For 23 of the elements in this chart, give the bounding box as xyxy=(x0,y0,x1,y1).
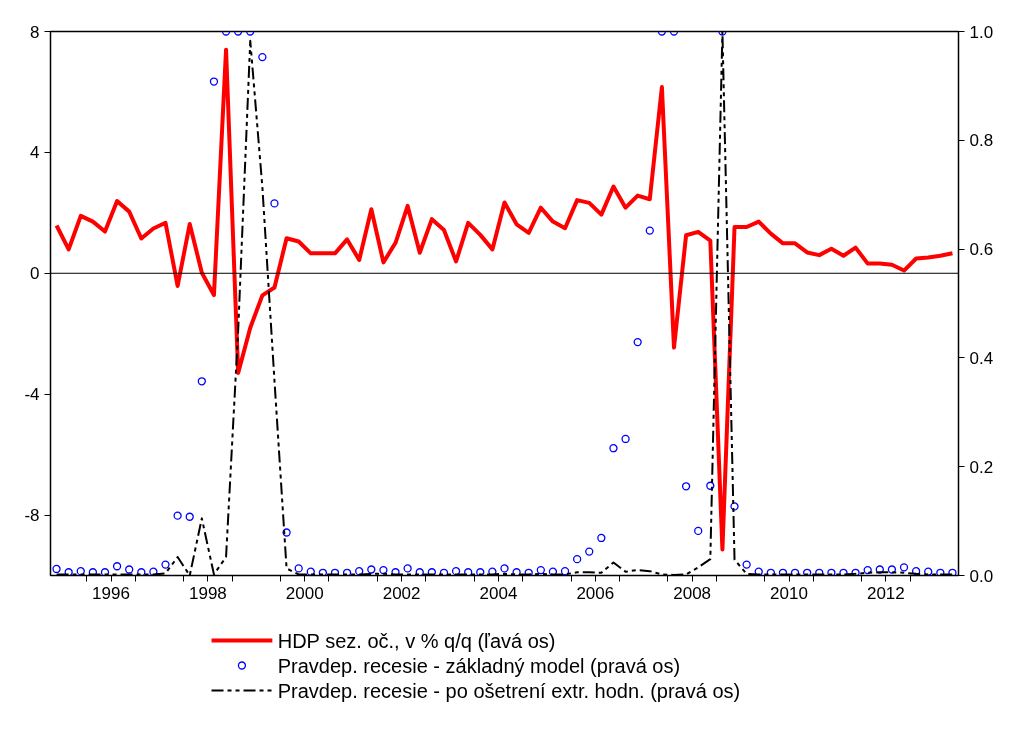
x-tick-label: 2006 xyxy=(576,583,615,603)
legend-label: HDP sez. oč., v % q/q (ľavá os) xyxy=(277,629,556,652)
x-tick-label: 2000 xyxy=(285,583,324,603)
x-tick-label: 1998 xyxy=(188,583,227,603)
y2-tick-label: 1.0 xyxy=(969,22,994,42)
y-tick-label: 4 xyxy=(30,143,40,163)
x-tick-label: 2002 xyxy=(382,583,421,603)
x-tick-label: 2012 xyxy=(866,583,905,603)
y2-tick-label: 0.0 xyxy=(969,566,994,586)
legend-label: Pravdep. recesie - základný model (pravá os) xyxy=(277,654,681,677)
y2-tick-label: 0.6 xyxy=(969,240,994,260)
x-tick-label: 2004 xyxy=(479,583,518,603)
x-tick-label: 2008 xyxy=(673,583,712,603)
x-tick-label: 1996 xyxy=(92,583,130,603)
y2-tick-label: 0.4 xyxy=(969,348,994,368)
y-tick-label: 0 xyxy=(30,264,40,284)
legend-label: Pravdep. recesie - po ošetrení extr. hodn. (pravá os) xyxy=(277,679,741,702)
y2-tick-label: 0.8 xyxy=(969,131,994,151)
y-tick-label: -4 xyxy=(24,385,40,405)
y-tick-label: -8 xyxy=(24,506,40,526)
y2-tick-label: 0.2 xyxy=(969,457,994,477)
x-tick-label: 2010 xyxy=(770,583,808,603)
y-tick-label: 8 xyxy=(30,22,40,42)
